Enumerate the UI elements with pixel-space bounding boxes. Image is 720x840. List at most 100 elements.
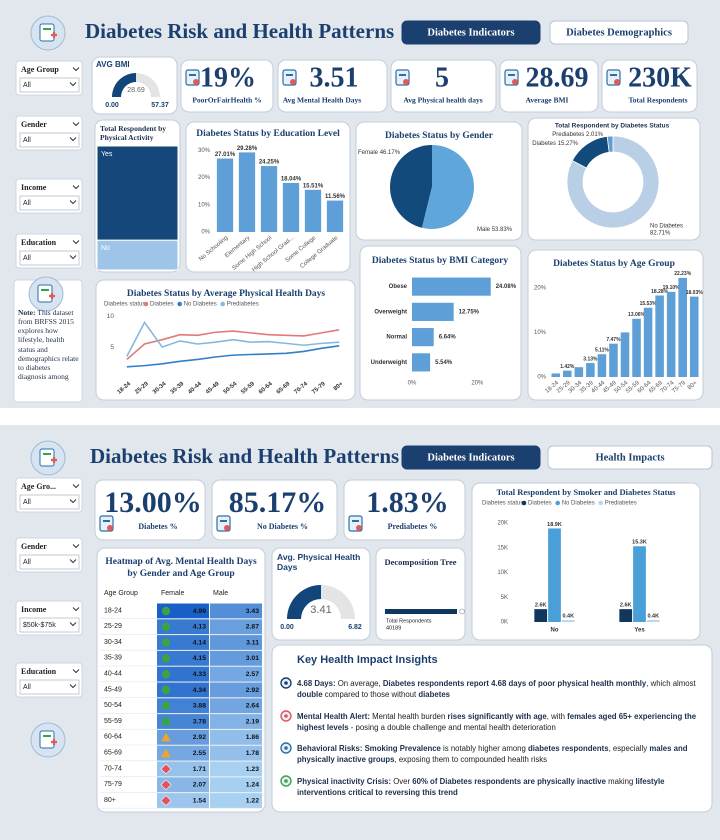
chevron-icon: [72, 607, 80, 612]
filter-dropdown[interactable]: [19, 195, 80, 211]
bar: [551, 373, 561, 377]
y-tick-label: 15K: [497, 545, 508, 551]
card: [343, 479, 466, 541]
insight-segment: Behavioral Risks: Smoking Prevalence: [297, 744, 441, 753]
filter-dropdown[interactable]: [19, 617, 80, 633]
slice-value: 2.01%: [586, 132, 604, 138]
bar: [561, 620, 575, 622]
heat-cell: [210, 729, 262, 745]
chevron-icon: [72, 67, 80, 72]
data-label: 18.04%: [281, 177, 302, 183]
filter-value[interactable]: All: [23, 499, 31, 506]
insight-segment: is notably higher among: [440, 744, 528, 753]
filter-value[interactable]: All: [23, 559, 31, 566]
heat-cell: [210, 793, 262, 809]
bar: [597, 354, 607, 377]
legend-swatch: [555, 500, 560, 506]
filter-dropdown[interactable]: [19, 554, 80, 570]
legend-swatch: [521, 500, 527, 506]
row-label: 25-29: [104, 623, 122, 630]
bar: [619, 609, 633, 622]
icon-detail: [356, 525, 362, 531]
status-icon: [161, 748, 171, 758]
legend-label: No Diabetes: [562, 501, 595, 507]
filter-dropdown[interactable]: [19, 679, 80, 695]
heat-cell: [210, 745, 262, 761]
data-label: 0.4K: [562, 613, 574, 619]
bar: [216, 158, 234, 232]
bar: [260, 166, 278, 232]
row-label: 18-24: [104, 607, 122, 614]
filter-value[interactable]: All: [23, 137, 31, 144]
row-label: 60-64: [104, 734, 122, 741]
card: [94, 479, 206, 541]
filter-dropdown[interactable]: [19, 250, 80, 266]
treemap-cell: [96, 239, 179, 271]
data-label: 6.64%: [439, 335, 457, 341]
y-tick-label: Obese: [389, 284, 408, 290]
kpi-value: 28.69: [526, 62, 589, 93]
filter-label: Age Group: [21, 65, 59, 74]
legend-label: Prediabetes: [227, 302, 259, 308]
slice-value: 82.71%: [650, 231, 671, 237]
data-label: 2.6K: [535, 603, 547, 609]
bar: [646, 620, 660, 622]
chevron-icon: [69, 137, 77, 142]
bar: [412, 302, 454, 321]
tab-button[interactable]: [401, 445, 541, 470]
filter-dropdown[interactable]: [19, 77, 80, 93]
tab-label[interactable]: Health Impacts: [595, 452, 664, 463]
heat-cell: [157, 761, 209, 777]
filter-value[interactable]: All: [23, 82, 31, 89]
data-label: 15.51%: [303, 183, 324, 189]
series-line: [126, 345, 340, 368]
bar: [689, 296, 699, 377]
decomposition-value: 40189: [386, 625, 401, 631]
series-line: [126, 328, 340, 361]
heat-cell: [210, 650, 262, 666]
cell-value: 2.87: [246, 624, 259, 631]
legend-label: Diabetes: [150, 302, 174, 308]
x-tick-label: Yes: [634, 628, 645, 634]
tab-button[interactable]: [549, 20, 689, 45]
logo-detail: [51, 32, 57, 38]
y-tick-label: 30%: [198, 148, 211, 154]
tab-button[interactable]: [547, 445, 713, 470]
legend-label: Prediabetes: [605, 501, 637, 507]
heatmap-title: Heatmap of Avg. Mental Health Days by Ge…: [105, 557, 257, 579]
chart-title: Diabetes Status by Gender: [385, 131, 494, 141]
cell-value: 2.92: [193, 734, 206, 741]
filter-value[interactable]: All: [23, 255, 31, 262]
data-label: 29.28%: [237, 146, 258, 152]
chart-title: Diabetes Status by Education Level: [196, 129, 340, 139]
heat-cell: [210, 603, 262, 619]
tab-label[interactable]: Diabetes Indicators: [427, 452, 514, 463]
insight-segment: , with: [546, 712, 568, 721]
data-label: 11.56%: [325, 194, 346, 200]
tab-label[interactable]: Diabetes Demographics: [566, 27, 672, 38]
card: [277, 59, 388, 113]
data-label: 18.9K: [547, 522, 562, 528]
bar: [574, 367, 584, 377]
filter-dropdown[interactable]: [19, 132, 80, 148]
card: [375, 547, 466, 641]
legend-label: Diabetes: [528, 501, 552, 507]
row-label: 75-79: [104, 781, 122, 788]
insight-segment: , exposing them to compounded health ris…: [394, 755, 548, 765]
icon-detail: [193, 79, 199, 85]
tab-button[interactable]: [401, 20, 541, 45]
kpi-label: Diabetes %: [138, 522, 177, 531]
logo-detail: [43, 453, 51, 455]
icon-detail: [403, 79, 409, 85]
status-icon: [160, 779, 172, 791]
filter-value[interactable]: $50k-$75k: [23, 622, 56, 629]
filter-dropdown[interactable]: [19, 494, 80, 510]
filter-value[interactable]: All: [23, 684, 31, 691]
x-tick-label: 0%: [408, 381, 417, 387]
legend-label: No Diabetes: [184, 302, 217, 308]
tab-label[interactable]: Diabetes Indicators: [427, 27, 514, 38]
filter-value[interactable]: All: [23, 200, 31, 207]
row-label: 50-54: [104, 702, 122, 709]
legend-title: Diabetes status: [104, 302, 145, 308]
filter-label: Education: [21, 667, 57, 676]
